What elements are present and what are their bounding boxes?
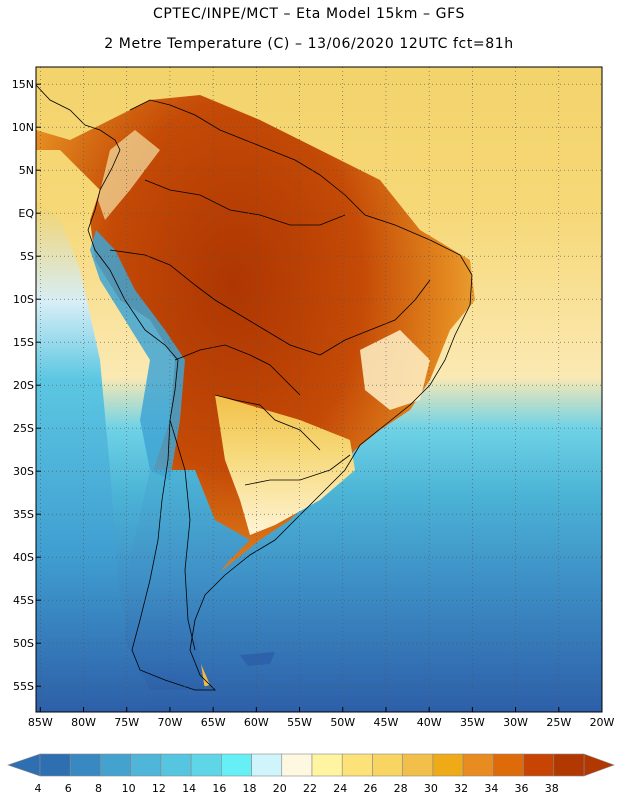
- lat-label: 35S: [13, 508, 34, 521]
- colorbar-swatch: [39, 753, 71, 777]
- lon-label: 20W: [590, 716, 615, 729]
- lon-label: 85W: [28, 716, 53, 729]
- lon-label: 80W: [71, 716, 96, 729]
- colorbar-swatch: [553, 753, 585, 777]
- southern-brazil-field: [215, 395, 355, 535]
- colorbar-label: 14: [182, 782, 196, 795]
- lon-label: 60W: [244, 716, 269, 729]
- colorbar-swatch: [432, 753, 464, 777]
- lon-label: 70W: [158, 716, 183, 729]
- lon-label: 50W: [330, 716, 355, 729]
- colorbar-label: 24: [333, 782, 347, 795]
- colorbar-swatch: [69, 753, 101, 777]
- pacific-ocean-field: [36, 200, 150, 712]
- patagonia-field: [125, 470, 250, 690]
- colorbar-swatch: [372, 753, 403, 777]
- chart-title-line-1: CPTEC/INPE/MCT – Eta Model 15km – GFS: [152, 6, 466, 22]
- coastline: [36, 84, 473, 691]
- colorbar-swatch: [100, 753, 131, 777]
- map-frame: [35, 66, 603, 713]
- chart-title-line-2: 2 Metre Temperature (C) – 13/06/2020 12U…: [104, 36, 514, 52]
- colorbar-label: 36: [515, 782, 529, 795]
- colorbar-label: 8: [95, 782, 102, 795]
- colorbar-swatch: [281, 753, 313, 777]
- lat-label: 10N: [12, 121, 34, 134]
- lat-label: 50S: [13, 637, 34, 650]
- colorbar-label: 26: [363, 782, 377, 795]
- lon-label: 75W: [114, 716, 139, 729]
- colorbar-low-arrow: [7, 753, 41, 777]
- lat-label: 15S: [13, 336, 34, 349]
- lon-label: 30W: [503, 716, 528, 729]
- lat-label: 30S: [13, 465, 34, 478]
- colorbar-label: 18: [243, 782, 257, 795]
- colorbar-swatch: [493, 753, 524, 777]
- colorbar-label: 38: [545, 782, 559, 795]
- colorbar-swatch: [221, 753, 252, 777]
- lat-label: EQ: [18, 207, 34, 220]
- colorbar-label: 30: [424, 782, 438, 795]
- lon-label: 25W: [546, 716, 571, 729]
- lon-label: 65W: [201, 716, 226, 729]
- falkland-islands: [240, 652, 275, 666]
- lon-label: 45W: [374, 716, 399, 729]
- latitude-axis: 15N 10N 5N EQ 5S 10S 15S 20S 25S 30S 35S 40S 45S 50S 5…: [12, 78, 41, 693]
- border-paraguay: [214, 394, 321, 451]
- colorbar-label: 28: [394, 782, 408, 795]
- lat-label: 25S: [13, 422, 34, 435]
- border-uruguay: [244, 454, 351, 486]
- colorbar-label: 6: [65, 782, 72, 795]
- colorbar-label: 32: [454, 782, 468, 795]
- northern-andes-band: [98, 130, 160, 220]
- lat-label: 55S: [13, 680, 34, 693]
- lat-label: 10S: [13, 293, 34, 306]
- colorbar-label: 22: [303, 782, 317, 795]
- colorbar-label: 16: [212, 782, 226, 795]
- colorbar-swatch: [251, 753, 283, 777]
- colorbar-label: 10: [122, 782, 136, 795]
- colorbar-high-arrow: [583, 753, 615, 777]
- colorbar-swatch: [402, 753, 434, 777]
- border-bolivia: [174, 344, 301, 396]
- andes-cold-band: [90, 230, 185, 480]
- colorbar-swatch: [311, 753, 343, 777]
- lon-label: 40W: [417, 716, 442, 729]
- colorbar-label: 34: [484, 782, 498, 795]
- colorbar-swatch: [462, 753, 494, 777]
- colorbar-swatch: [130, 753, 162, 777]
- colorbar-swatch: [341, 753, 373, 777]
- lat-label: 40S: [13, 551, 34, 564]
- lat-label: 20S: [13, 379, 34, 392]
- temperature-colorbar: 4 6 8 10 12 14 16 18 20 22 24 26 28 30 32 34 36 38: [7, 753, 615, 795]
- brazilian-highlands-field: [360, 330, 430, 410]
- temperature-map: 15N 10N 5N EQ 5S 10S 15S 20S 25S 30S 35S 40S 45S 50S 5…: [12, 66, 615, 729]
- lat-label: 15N: [12, 78, 34, 91]
- colorbar-swatch: [160, 753, 192, 777]
- lat-label: 5S: [20, 250, 34, 263]
- colorbar-label: 4: [35, 782, 42, 795]
- colorbar-swatch: [523, 753, 555, 777]
- border-chile-argentina: [169, 419, 196, 651]
- country-borders: [36, 84, 473, 691]
- colorbar-label: 12: [152, 782, 166, 795]
- lon-label: 55W: [287, 716, 312, 729]
- border-peru-brazil: [109, 249, 321, 356]
- lon-label: 35W: [460, 716, 485, 729]
- lat-label: 5N: [19, 164, 34, 177]
- colorbar-swatch: [190, 753, 222, 777]
- longitude-axis: 85W 80W 75W 70W 65W 60W 55W 50W 45W 40W 35W 30W 25W 2…: [28, 707, 615, 729]
- border-amazon-north: [144, 179, 346, 226]
- lat-label: 45S: [13, 594, 34, 607]
- colorbar-label: 20: [273, 782, 287, 795]
